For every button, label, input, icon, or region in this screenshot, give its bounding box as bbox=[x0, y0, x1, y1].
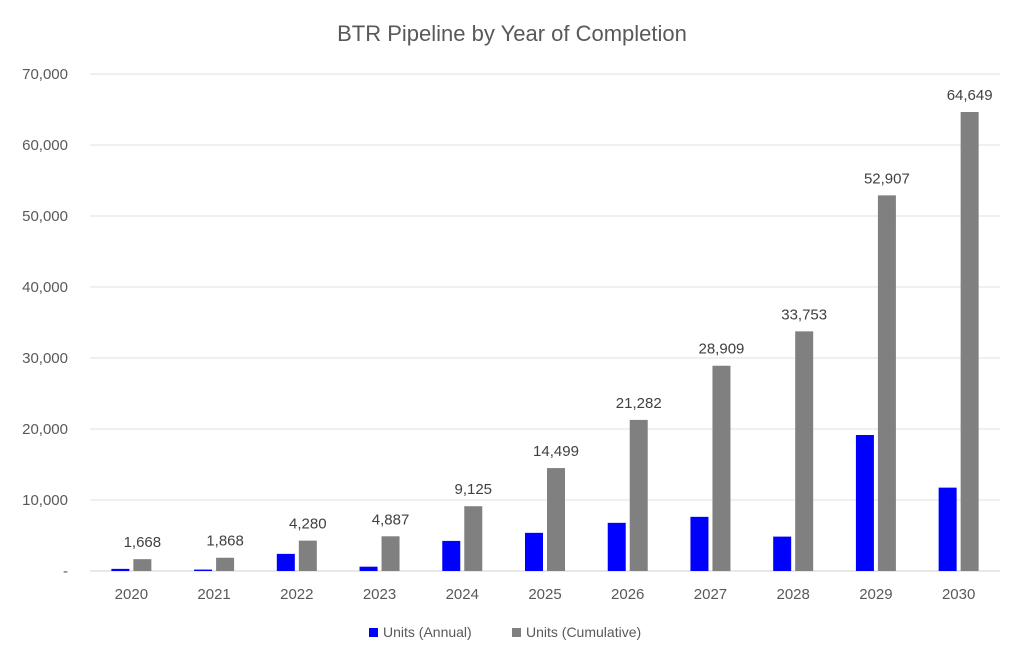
data-label: 33,753 bbox=[781, 306, 827, 323]
bar-cumulative bbox=[877, 195, 896, 572]
data-label: 52,907 bbox=[864, 170, 910, 187]
bar-annual bbox=[442, 540, 461, 571]
x-axis: 2020 2021 2022 2023 2024 2025 2026 2027 2028 2029… bbox=[115, 586, 976, 603]
bar-annual bbox=[194, 569, 213, 571]
y-tick-label: 10,000 bbox=[22, 492, 68, 509]
x-tick-label: 2025 bbox=[528, 586, 561, 603]
legend: Units (Annual) Units (Cumulative) bbox=[369, 624, 641, 640]
x-tick-label: 2027 bbox=[694, 586, 727, 603]
bar-cumulative bbox=[795, 331, 814, 571]
bar-annual bbox=[111, 568, 130, 571]
data-label: 1,868 bbox=[206, 533, 244, 550]
y-tick-label: 20,000 bbox=[22, 421, 68, 438]
data-label: 14,499 bbox=[533, 443, 579, 460]
x-tick-label: 2026 bbox=[611, 586, 644, 603]
bar-cumulative bbox=[464, 506, 483, 571]
y-tick-label: 30,000 bbox=[22, 350, 68, 367]
x-tick-label: 2029 bbox=[859, 586, 892, 603]
legend-label-cumulative: Units (Cumulative) bbox=[526, 624, 641, 640]
x-tick-label: 2028 bbox=[776, 586, 809, 603]
bar-annual bbox=[855, 435, 874, 571]
x-tick-label: 2020 bbox=[115, 586, 148, 603]
y-tick-label: 60,000 bbox=[22, 137, 68, 154]
data-label: 21,282 bbox=[616, 395, 662, 412]
data-label: 9,125 bbox=[454, 481, 492, 498]
bar-annual bbox=[359, 566, 378, 571]
data-label: 4,887 bbox=[372, 511, 410, 528]
bars bbox=[111, 111, 979, 572]
bar-annual bbox=[773, 536, 792, 571]
x-tick-label: 2022 bbox=[280, 586, 313, 603]
bar-cumulative bbox=[712, 365, 731, 571]
y-tick-label: 50,000 bbox=[22, 208, 68, 225]
x-tick-label: 2024 bbox=[446, 586, 479, 603]
legend-swatch-cumulative bbox=[512, 628, 521, 637]
gridlines bbox=[90, 73, 1000, 572]
y-tick-label: - bbox=[63, 563, 68, 580]
y-axis: - 10,000 20,000 30,000 40,000 50,000 60,000 70,… bbox=[22, 66, 68, 580]
bar-cumulative bbox=[133, 559, 152, 571]
x-tick-label: 2021 bbox=[197, 586, 230, 603]
data-label: 4,280 bbox=[289, 516, 327, 533]
chart-title: BTR Pipeline by Year of Completion bbox=[337, 21, 687, 46]
bar-cumulative bbox=[547, 468, 565, 571]
bar-annual bbox=[276, 553, 295, 571]
data-label: 64,649 bbox=[947, 87, 993, 104]
y-tick-label: 70,000 bbox=[22, 66, 68, 83]
bar-annual bbox=[525, 532, 543, 571]
data-label: 1,668 bbox=[124, 534, 162, 551]
y-tick-label: 40,000 bbox=[22, 279, 68, 296]
bar-cumulative bbox=[216, 557, 235, 571]
legend-label-annual: Units (Annual) bbox=[383, 624, 472, 640]
x-tick-label: 2023 bbox=[363, 586, 396, 603]
bar-cumulative bbox=[298, 540, 317, 571]
bar-cumulative bbox=[381, 536, 400, 571]
bar-cumulative bbox=[960, 111, 979, 572]
bar-annual bbox=[938, 487, 957, 571]
bar-annual bbox=[690, 516, 709, 571]
data-label: 28,909 bbox=[699, 341, 745, 358]
bar-annual bbox=[607, 522, 626, 571]
data-labels: 1,668 1,868 4,280 4,887 9,125 14,499 21,282 28,… bbox=[124, 87, 993, 551]
bar-cumulative bbox=[629, 419, 648, 571]
legend-swatch-annual bbox=[369, 628, 378, 637]
x-tick-label: 2030 bbox=[942, 586, 975, 603]
